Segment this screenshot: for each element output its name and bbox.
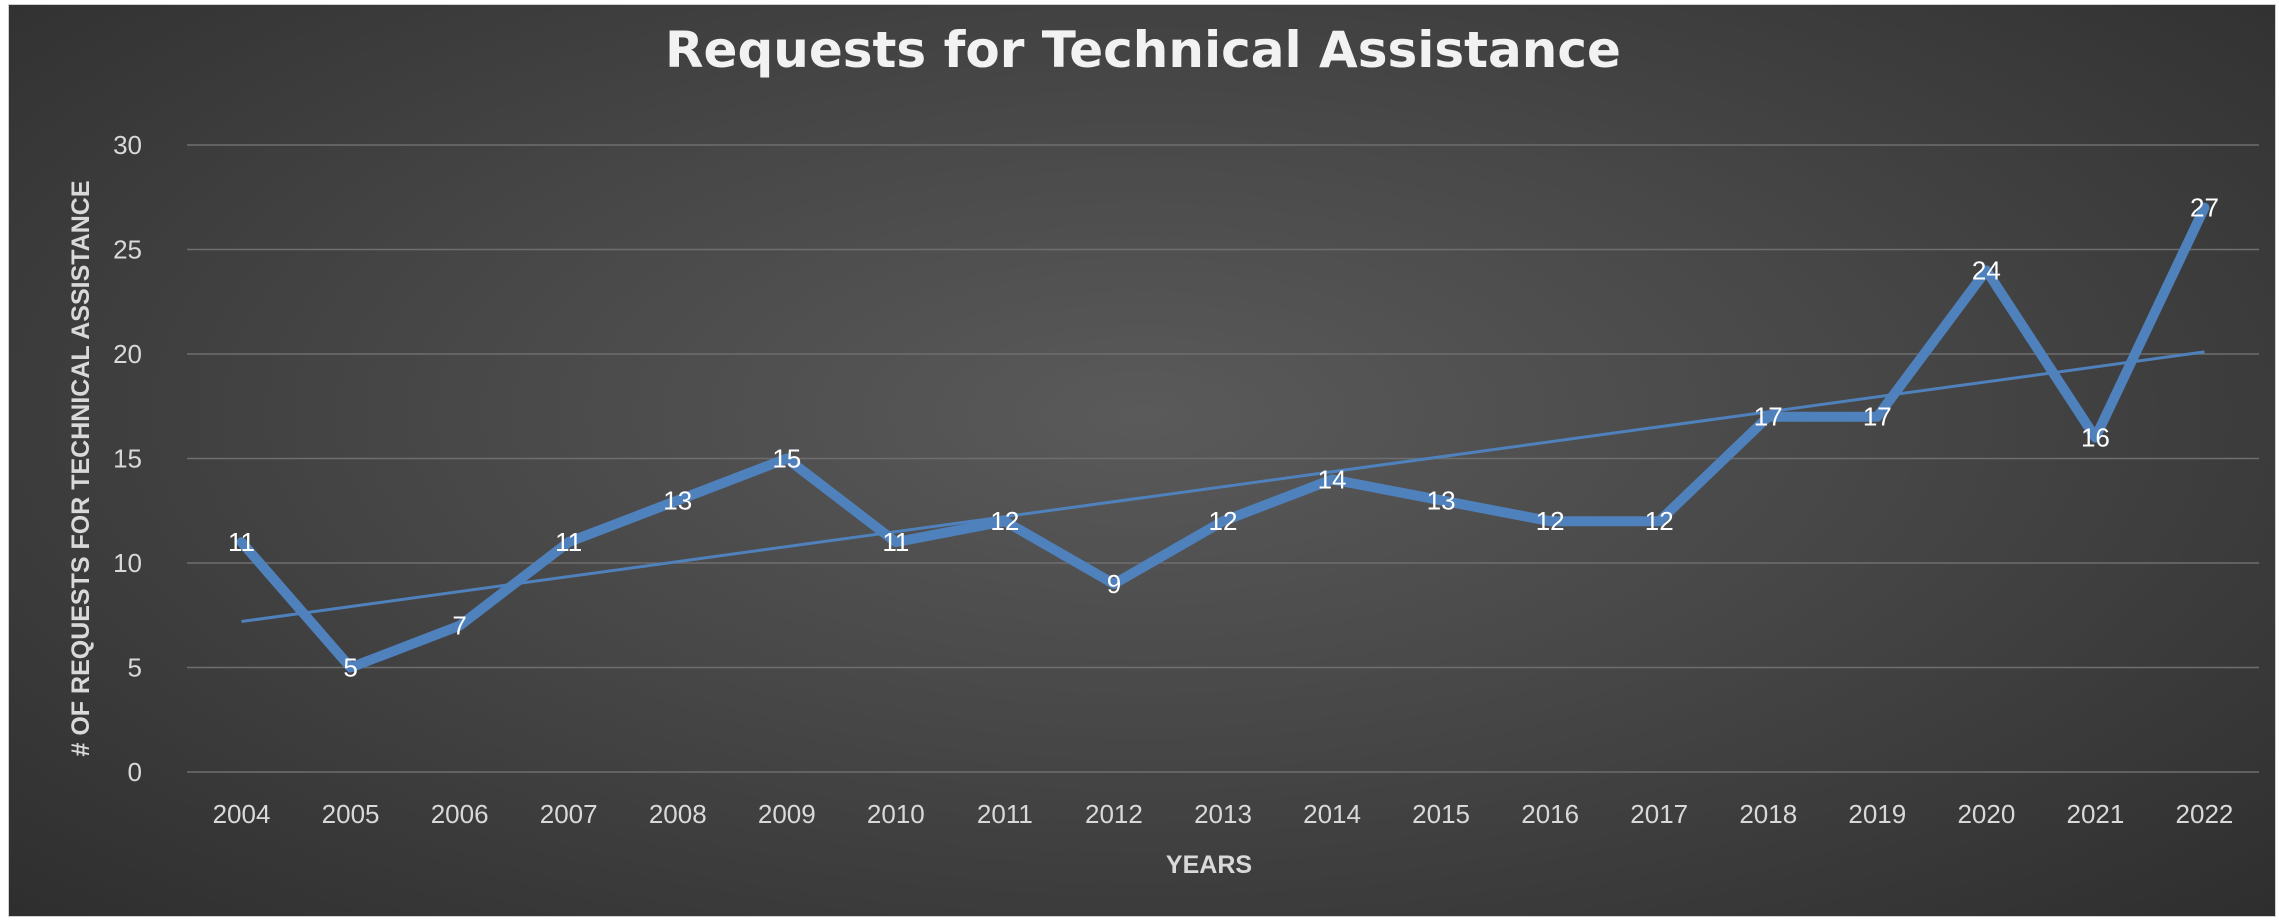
x-tick-label: 2022	[2176, 799, 2234, 829]
y-tick-label: 15	[113, 444, 142, 474]
data-point	[240, 541, 243, 544]
y-tick-label: 0	[128, 757, 142, 787]
y-axis-title: # OF REQUESTS FOR TECHNICAL ASSISTANCE	[67, 181, 95, 757]
data-point	[1331, 478, 1334, 481]
data-point	[2203, 206, 2206, 209]
x-tick-label: 2012	[1085, 799, 1143, 829]
data-point	[1003, 520, 1006, 523]
chart-area: Requests for Technical Assistance # OF R…	[8, 4, 2276, 917]
data-label: 9	[1107, 569, 1121, 599]
data-point	[894, 541, 897, 544]
x-tick-label: 2009	[758, 799, 816, 829]
data-label: 12	[1209, 506, 1238, 536]
data-label: 24	[1972, 255, 2001, 285]
x-tick-label: 2016	[1521, 799, 1579, 829]
y-tick-label: 25	[113, 235, 142, 265]
data-label: 11	[555, 527, 582, 557]
data-labels: 11 5 7 11 13 15 11 12 9 12 14 13 12 12 17 17 24 16 27	[228, 193, 2219, 683]
x-tick-label: 2010	[867, 799, 925, 829]
data-label: 5	[343, 653, 357, 683]
x-axis-ticks: 2004 2005 2006 2007 2008 2009 2010 2011 2012 2013…	[213, 799, 2234, 829]
chart-title: Requests for Technical Assistance	[665, 21, 1621, 79]
y-tick-label: 20	[113, 339, 142, 369]
x-tick-label: 2019	[1848, 799, 1906, 829]
series-line	[236, 202, 2210, 673]
x-tick-label: 2020	[1957, 799, 2015, 829]
data-point	[1440, 499, 1443, 502]
data-point	[567, 541, 570, 544]
gridlines	[187, 144, 2259, 773]
x-axis-title: YEARS	[1166, 851, 1252, 879]
x-tick-label: 2017	[1630, 799, 1688, 829]
x-tick-label: 2021	[2066, 799, 2124, 829]
x-tick-label: 2006	[431, 799, 489, 829]
y-axis-ticks: 0 5 10 15 20 25 30	[113, 130, 142, 787]
data-point	[1767, 415, 1770, 418]
data-label: 14	[1318, 464, 1347, 494]
series-layer	[236, 202, 2210, 673]
data-label: 16	[2081, 423, 2110, 453]
data-point	[785, 457, 788, 460]
data-label: 13	[1427, 485, 1456, 515]
data-point	[1549, 520, 1552, 523]
data-label: 17	[1863, 402, 1892, 432]
trendline	[241, 350, 2205, 624]
x-tick-label: 2011	[977, 799, 1033, 829]
data-point	[1658, 520, 1661, 523]
data-point	[349, 666, 352, 669]
data-label: 7	[452, 611, 466, 641]
data-point	[458, 624, 461, 627]
data-label: 15	[772, 444, 801, 474]
y-tick-label: 10	[113, 548, 142, 578]
data-point	[1876, 415, 1879, 418]
data-point	[676, 499, 679, 502]
y-tick-label: 30	[113, 130, 142, 160]
data-label: 27	[2190, 193, 2219, 223]
data-label: 11	[882, 527, 909, 557]
x-tick-label: 2005	[322, 799, 380, 829]
x-tick-label: 2018	[1739, 799, 1797, 829]
trendline-layer	[241, 350, 2205, 624]
data-point	[1112, 582, 1115, 585]
x-tick-label: 2008	[649, 799, 707, 829]
data-point	[1985, 269, 1988, 272]
data-point	[1222, 520, 1224, 523]
x-tick-label: 2007	[540, 799, 598, 829]
y-tick-label: 5	[128, 653, 142, 683]
data-label: 12	[990, 506, 1019, 536]
data-label: 12	[1645, 506, 1674, 536]
x-tick-label: 2004	[213, 799, 271, 829]
x-tick-label: 2015	[1412, 799, 1470, 829]
data-point	[2094, 436, 2097, 439]
data-label: 17	[1754, 402, 1783, 432]
data-label: 12	[1536, 506, 1565, 536]
x-tick-label: 2014	[1303, 799, 1361, 829]
data-label: 11	[228, 527, 255, 557]
data-label: 13	[663, 485, 692, 515]
line-chart: Requests for Technical Assistance # OF R…	[67, 21, 2259, 879]
x-tick-label: 2013	[1194, 799, 1252, 829]
